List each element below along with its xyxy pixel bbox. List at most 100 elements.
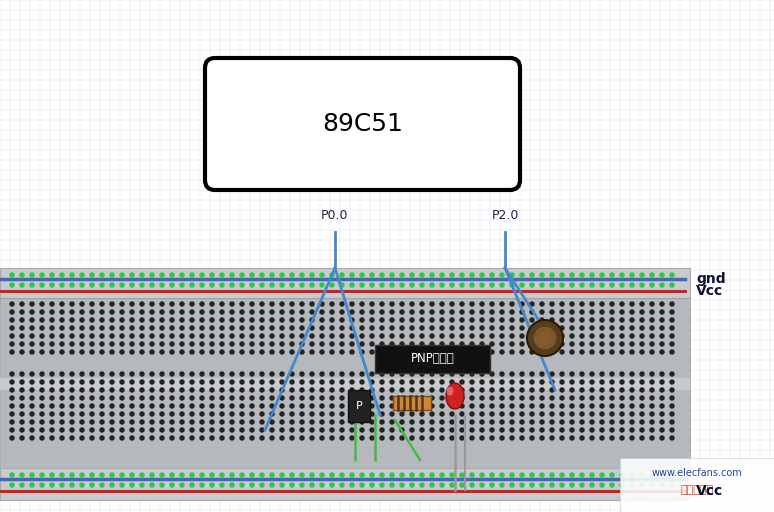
Circle shape [270,283,274,287]
Circle shape [330,380,334,384]
Circle shape [110,420,114,424]
Circle shape [390,412,394,416]
Circle shape [480,310,484,314]
Circle shape [40,310,44,314]
Circle shape [20,342,24,346]
Circle shape [220,404,224,408]
Circle shape [670,380,674,384]
Circle shape [320,412,324,416]
Circle shape [490,334,494,338]
Bar [375,345,490,373]
Circle shape [150,302,154,306]
Circle shape [590,483,594,487]
Circle shape [650,302,654,306]
Circle shape [370,412,374,416]
Circle shape [590,473,594,477]
Circle shape [130,283,134,287]
Circle shape [500,388,504,392]
Circle shape [220,283,224,287]
Circle shape [530,334,534,338]
Circle shape [10,473,14,477]
Circle shape [210,283,214,287]
Circle shape [530,404,534,408]
Circle shape [330,326,334,330]
Circle shape [440,388,444,392]
Circle shape [580,380,584,384]
Circle shape [520,404,524,408]
Circle shape [220,350,224,354]
Circle shape [280,473,284,477]
Circle shape [180,420,184,424]
Circle shape [150,388,154,392]
Circle shape [150,318,154,322]
Circle shape [120,326,124,330]
Circle shape [310,342,314,346]
Circle shape [40,473,44,477]
Circle shape [270,342,274,346]
Circle shape [540,420,544,424]
Circle shape [10,372,14,376]
Circle shape [280,326,284,330]
Circle shape [480,436,484,440]
Circle shape [650,420,654,424]
Circle shape [90,483,94,487]
Circle shape [600,404,604,408]
Circle shape [120,428,124,432]
Circle shape [350,483,354,487]
Circle shape [170,404,174,408]
Circle shape [590,273,594,277]
Circle shape [120,473,124,477]
Circle shape [280,483,284,487]
Circle shape [610,372,614,376]
Circle shape [100,473,104,477]
Circle shape [590,302,594,306]
Circle shape [380,302,384,306]
Circle shape [400,273,404,277]
Circle shape [510,388,514,392]
Circle shape [170,318,174,322]
Circle shape [110,372,114,376]
Circle shape [440,473,444,477]
Circle shape [180,310,184,314]
Circle shape [280,396,284,400]
Circle shape [20,436,24,440]
Circle shape [80,302,84,306]
Circle shape [80,483,84,487]
Circle shape [110,342,114,346]
Text: P2.0: P2.0 [491,209,519,222]
Circle shape [440,326,444,330]
Circle shape [630,302,634,306]
Circle shape [180,302,184,306]
Circle shape [230,428,234,432]
Circle shape [180,404,184,408]
Circle shape [120,273,124,277]
Circle shape [160,283,164,287]
Circle shape [160,412,164,416]
Circle shape [640,483,644,487]
Circle shape [110,380,114,384]
Circle shape [110,404,114,408]
Circle shape [620,388,624,392]
Circle shape [460,404,464,408]
Circle shape [150,342,154,346]
Circle shape [580,428,584,432]
Circle shape [350,326,354,330]
Circle shape [460,334,464,338]
Circle shape [220,388,224,392]
Circle shape [20,412,24,416]
Circle shape [260,334,264,338]
Circle shape [220,428,224,432]
Circle shape [250,428,254,432]
Circle shape [670,396,674,400]
Circle shape [40,396,44,400]
Circle shape [310,283,314,287]
Circle shape [140,388,144,392]
Circle shape [550,388,554,392]
Circle shape [670,342,674,346]
Circle shape [420,388,424,392]
Circle shape [280,310,284,314]
Circle shape [120,302,124,306]
Circle shape [50,420,54,424]
Circle shape [450,326,454,330]
Circle shape [290,436,294,440]
